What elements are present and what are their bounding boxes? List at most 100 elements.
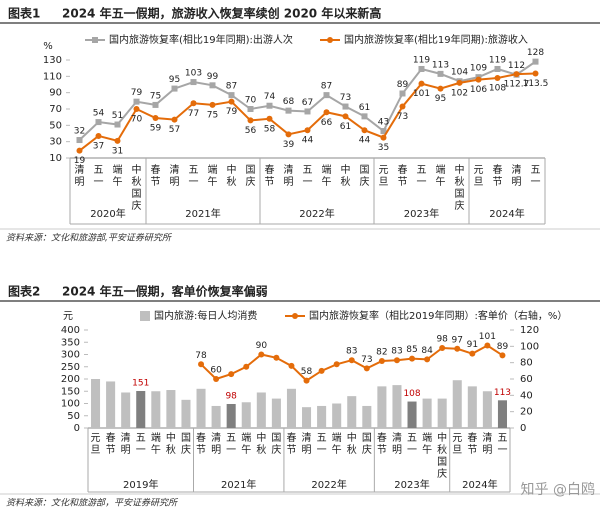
marker xyxy=(171,116,178,123)
value-label: 58 xyxy=(301,367,313,377)
value-label: 31 xyxy=(112,146,123,156)
value-label: 54 xyxy=(93,109,105,119)
year-label: 2020年 xyxy=(90,207,125,220)
bar xyxy=(377,386,387,428)
figure-label: 图表1 xyxy=(8,6,40,21)
x-tick-label: 国庆 xyxy=(362,432,372,456)
marker xyxy=(266,102,273,109)
marker xyxy=(348,357,355,364)
value-label: 90 xyxy=(256,341,268,351)
value-label: 70 xyxy=(131,115,143,125)
y-tick-label: 50 xyxy=(67,411,80,422)
x-tick-label: 春节 xyxy=(286,432,296,456)
value-label: 61 xyxy=(340,122,351,132)
bar-value-label: 108 xyxy=(403,389,420,399)
x-tick-label: 五一 xyxy=(94,165,104,188)
year-label: 2024年 xyxy=(462,478,497,491)
value-label: 79 xyxy=(131,88,143,98)
x-tick-label: 春节 xyxy=(493,164,503,188)
bar xyxy=(332,403,342,428)
x-tick-label: 中秋 xyxy=(166,431,176,456)
marker xyxy=(95,119,102,126)
x-tick-label: 春节 xyxy=(265,164,275,188)
x-tick-label: 春节 xyxy=(196,432,206,456)
marker xyxy=(361,113,368,120)
legend-marker xyxy=(327,37,333,43)
value-label: 79 xyxy=(226,107,238,117)
marker xyxy=(532,70,539,77)
marker xyxy=(273,354,280,361)
marker xyxy=(209,82,216,89)
marker xyxy=(76,137,83,144)
marker xyxy=(393,357,400,364)
value-label: 82 xyxy=(376,348,387,358)
marker xyxy=(152,101,159,108)
marker xyxy=(532,58,539,65)
marker xyxy=(228,92,235,99)
marker xyxy=(499,352,506,359)
value-label: 73 xyxy=(397,112,408,122)
bar xyxy=(467,386,477,428)
bar xyxy=(211,405,221,428)
x-tick-label: 端午 xyxy=(151,431,161,456)
bar xyxy=(241,402,251,428)
value-label: 91 xyxy=(467,340,478,350)
value-label: 73 xyxy=(361,355,372,365)
marker xyxy=(484,342,491,349)
value-label: 95 xyxy=(435,94,446,104)
value-label: 103 xyxy=(185,69,202,79)
x-tick-label: 清明 xyxy=(75,163,85,188)
value-label: 109 xyxy=(470,64,487,74)
legend-label: 国内旅游恢复率(相比19年同期):旅游收入 xyxy=(344,33,528,46)
marker xyxy=(475,76,482,83)
y-tick-label: 300 xyxy=(61,350,80,361)
x-tick-label: 中秋 xyxy=(256,431,266,456)
x-tick-label: 清明 xyxy=(284,163,294,188)
marker xyxy=(409,355,416,362)
marker xyxy=(342,103,349,110)
value-label: 51 xyxy=(112,111,123,121)
marker xyxy=(209,101,216,108)
y-tick-label: 50 xyxy=(49,120,62,131)
value-label: 32 xyxy=(74,127,85,137)
value-label: 83 xyxy=(346,347,357,357)
marker xyxy=(342,113,349,120)
value-label: 89 xyxy=(397,80,409,90)
x-tick-label: 春节 xyxy=(398,164,408,188)
x-tick-label: 清明 xyxy=(170,163,180,188)
bar xyxy=(286,388,296,428)
marker xyxy=(380,134,387,141)
marker xyxy=(285,107,292,114)
x-tick-label: 国庆 xyxy=(246,164,256,188)
marker xyxy=(247,117,254,124)
y-tick-label: 70 xyxy=(49,104,62,115)
bar xyxy=(437,398,447,428)
value-label: 99 xyxy=(207,72,219,82)
year-label: 2024年 xyxy=(489,207,524,220)
y-tick-label: 350 xyxy=(61,337,80,348)
y-unit: % xyxy=(43,41,53,52)
marker xyxy=(228,98,235,105)
bar xyxy=(302,407,312,428)
x-tick-label: 中秋国庆 xyxy=(437,431,447,480)
marker xyxy=(380,128,387,135)
bar xyxy=(392,385,402,428)
value-label: 128 xyxy=(527,48,544,58)
marker xyxy=(133,98,140,105)
x-tick-label: 清明 xyxy=(302,431,312,456)
bar xyxy=(422,398,432,428)
x-tick-label: 中秋 xyxy=(347,431,357,456)
bar xyxy=(181,399,191,428)
y2-tick-label: 20 xyxy=(520,407,533,418)
value-label: 89 xyxy=(497,342,509,352)
x-tick-label: 端午 xyxy=(322,163,332,188)
x-tick-label: 清明 xyxy=(392,431,402,456)
marker xyxy=(418,65,425,72)
x-tick-label: 端午 xyxy=(422,431,432,456)
source: 资料来源：文化和旅游部,平安证券研究所 xyxy=(6,233,173,244)
x-tick-label: 五一 xyxy=(317,433,327,456)
bar xyxy=(256,392,266,428)
marker xyxy=(258,351,265,358)
y-tick-label: 0 xyxy=(74,423,80,434)
source: 资料来源：文化和旅游部，平安证券研究所 xyxy=(6,498,179,509)
